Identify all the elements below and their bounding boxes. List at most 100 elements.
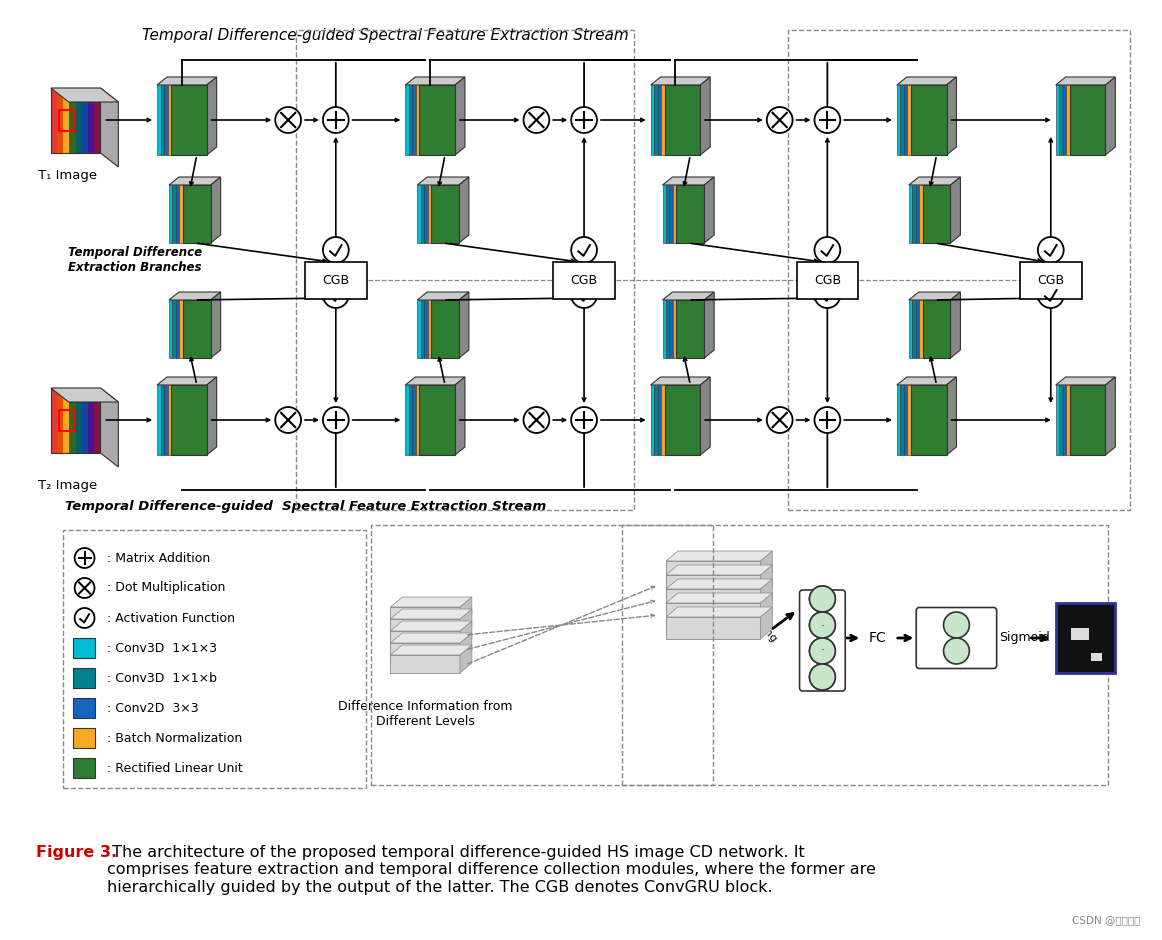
Circle shape xyxy=(323,107,349,133)
Polygon shape xyxy=(157,377,216,385)
Polygon shape xyxy=(456,377,465,455)
Polygon shape xyxy=(416,385,419,455)
Bar xyxy=(73,728,94,748)
Bar xyxy=(57,88,64,153)
Circle shape xyxy=(1038,282,1063,308)
Circle shape xyxy=(815,107,840,133)
Circle shape xyxy=(810,638,835,664)
Polygon shape xyxy=(673,300,676,358)
Text: ·
·
·: · · · xyxy=(820,621,824,654)
Polygon shape xyxy=(666,589,760,611)
Polygon shape xyxy=(175,185,179,243)
Polygon shape xyxy=(665,385,701,455)
Bar xyxy=(788,30,1131,510)
Polygon shape xyxy=(460,621,472,649)
Polygon shape xyxy=(947,377,956,455)
Polygon shape xyxy=(431,185,459,243)
Bar xyxy=(51,388,100,453)
Polygon shape xyxy=(662,300,666,358)
Polygon shape xyxy=(651,385,654,455)
Polygon shape xyxy=(390,607,460,625)
Text: The architecture of the proposed temporal difference-guided HS image CD network.: The architecture of the proposed tempora… xyxy=(107,845,876,895)
Polygon shape xyxy=(51,88,119,102)
Bar xyxy=(371,525,713,785)
Polygon shape xyxy=(419,385,456,455)
Polygon shape xyxy=(409,85,413,155)
Polygon shape xyxy=(676,300,704,358)
Polygon shape xyxy=(919,185,923,243)
Polygon shape xyxy=(901,385,904,455)
Bar xyxy=(70,388,77,453)
Polygon shape xyxy=(666,617,760,639)
Text: Sigmoid: Sigmoid xyxy=(998,632,1049,645)
Polygon shape xyxy=(661,85,665,155)
Polygon shape xyxy=(704,177,715,243)
Polygon shape xyxy=(157,85,160,155)
Circle shape xyxy=(524,107,550,133)
Polygon shape xyxy=(760,551,773,583)
Polygon shape xyxy=(51,388,119,402)
Bar xyxy=(51,88,100,153)
Polygon shape xyxy=(666,603,760,625)
Polygon shape xyxy=(760,593,773,625)
Polygon shape xyxy=(160,385,164,455)
Bar xyxy=(51,88,58,153)
Polygon shape xyxy=(171,85,207,155)
Circle shape xyxy=(74,548,94,568)
Polygon shape xyxy=(1056,385,1060,455)
Polygon shape xyxy=(654,85,658,155)
Circle shape xyxy=(572,237,597,263)
Circle shape xyxy=(767,407,792,433)
Polygon shape xyxy=(658,385,661,455)
Polygon shape xyxy=(456,77,465,155)
Polygon shape xyxy=(460,645,472,673)
Polygon shape xyxy=(1063,85,1067,155)
Polygon shape xyxy=(168,185,172,243)
Polygon shape xyxy=(157,385,160,455)
Polygon shape xyxy=(100,388,119,467)
Polygon shape xyxy=(160,85,164,155)
Polygon shape xyxy=(676,185,704,243)
Polygon shape xyxy=(157,77,216,85)
Bar xyxy=(296,30,633,510)
Circle shape xyxy=(323,237,349,263)
Polygon shape xyxy=(673,185,676,243)
Bar xyxy=(1090,653,1103,661)
Polygon shape xyxy=(390,655,460,673)
Bar xyxy=(1056,603,1116,673)
Circle shape xyxy=(810,612,835,638)
Polygon shape xyxy=(390,645,472,655)
Circle shape xyxy=(524,407,550,433)
Bar xyxy=(57,388,64,453)
FancyBboxPatch shape xyxy=(1020,261,1082,299)
Polygon shape xyxy=(168,177,221,185)
Polygon shape xyxy=(661,385,665,455)
Polygon shape xyxy=(912,300,916,358)
Polygon shape xyxy=(409,385,413,455)
Polygon shape xyxy=(417,185,421,243)
Polygon shape xyxy=(207,77,216,155)
Polygon shape xyxy=(701,77,710,155)
Polygon shape xyxy=(390,609,472,619)
Polygon shape xyxy=(662,292,715,300)
Text: T₂ Image: T₂ Image xyxy=(38,478,98,492)
Circle shape xyxy=(810,664,835,690)
FancyBboxPatch shape xyxy=(916,607,997,668)
Polygon shape xyxy=(923,185,951,243)
Polygon shape xyxy=(168,300,172,358)
Polygon shape xyxy=(904,85,908,155)
Polygon shape xyxy=(417,177,469,185)
Circle shape xyxy=(815,407,840,433)
Polygon shape xyxy=(897,85,901,155)
Polygon shape xyxy=(210,292,221,358)
Polygon shape xyxy=(909,177,961,185)
Text: CGB: CGB xyxy=(813,274,841,287)
Circle shape xyxy=(572,407,597,433)
Polygon shape xyxy=(923,300,951,358)
Polygon shape xyxy=(760,607,773,639)
Bar xyxy=(1070,628,1089,640)
Bar xyxy=(88,388,95,453)
Polygon shape xyxy=(904,385,908,455)
Bar xyxy=(622,525,1109,785)
Polygon shape xyxy=(704,292,715,358)
